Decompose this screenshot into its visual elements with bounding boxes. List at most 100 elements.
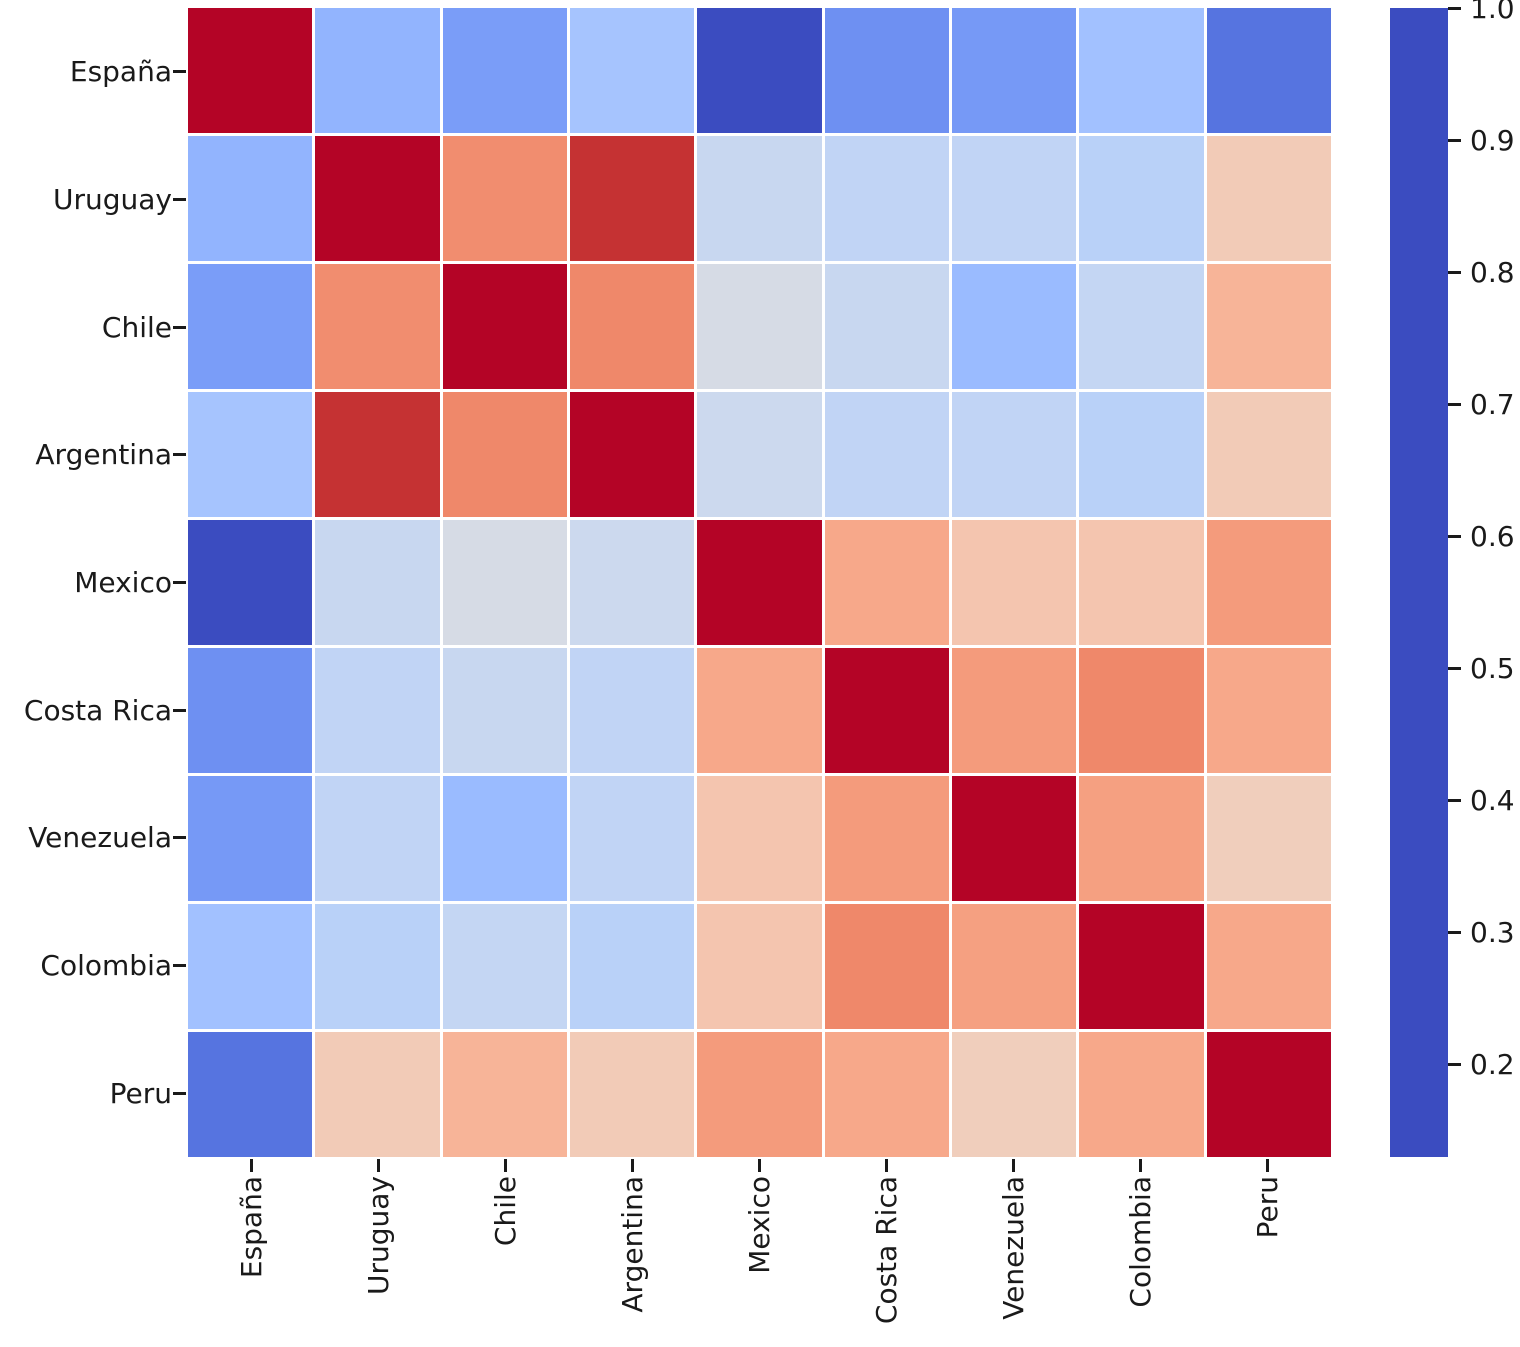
- heatmap-cell: [1079, 136, 1204, 261]
- colorbar-tick-label: 0.3: [1470, 915, 1515, 949]
- x-tick-label: Venezuela: [950, 1176, 1077, 1347]
- colorbar-tick-mark: [1448, 138, 1461, 142]
- y-tick-mark: [173, 581, 186, 584]
- y-tick-mark: [173, 325, 186, 329]
- heatmap-cell: [952, 776, 1077, 901]
- x-tick-label: Uruguay: [315, 1176, 442, 1347]
- colorbar: [1390, 8, 1448, 1157]
- x-tick-label-text: Mexico: [743, 1176, 776, 1274]
- colorbar-tick-mark: [1448, 666, 1461, 670]
- heatmap-cell: [824, 392, 949, 517]
- x-tick-mark: [250, 1159, 253, 1172]
- heatmap-cell: [952, 264, 1077, 389]
- heatmap-cell: [315, 392, 440, 517]
- heatmap-cell: [1079, 904, 1204, 1029]
- y-tick-label: Mexico: [74, 566, 172, 599]
- heatmap-cell: [1079, 648, 1204, 773]
- x-tick-label: Argentina: [569, 1176, 696, 1347]
- heatmap-cell: [315, 8, 440, 133]
- heatmap-cell: [952, 648, 1077, 773]
- heatmap-cell: [442, 8, 567, 133]
- colorbar-tick-label: 0.5: [1470, 651, 1515, 685]
- colorbar-tick-label: 1.0: [1470, 0, 1515, 25]
- heatmap-cell: [442, 392, 567, 517]
- heatmap-cell: [824, 648, 949, 773]
- heatmap-cell: [824, 136, 949, 261]
- y-tick-label: Venezuela: [28, 821, 172, 855]
- x-tick-label-text: Argentina: [616, 1176, 649, 1313]
- x-tick-label-text: Venezuela: [997, 1176, 1030, 1320]
- heatmap-cell: [1079, 1032, 1204, 1157]
- heatmap-cell: [1079, 264, 1204, 389]
- heatmap-cell: [697, 8, 822, 133]
- x-tick-mark: [1139, 1159, 1142, 1172]
- x-tick-label-text: Colombia: [1124, 1176, 1157, 1308]
- x-tick-mark: [504, 1159, 507, 1172]
- heatmap-cell: [570, 136, 695, 261]
- heatmap-cell: [1206, 648, 1331, 773]
- heatmap-cell: [570, 776, 695, 901]
- heatmap-cell: [1206, 1032, 1331, 1157]
- heatmap-cell: [188, 8, 313, 133]
- x-tick-mark: [885, 1159, 888, 1172]
- heatmap-cell: [315, 1032, 440, 1157]
- heatmap-cell: [1079, 776, 1204, 901]
- heatmap-cell: [315, 904, 440, 1029]
- x-tick-label-text: Peru: [1251, 1176, 1284, 1239]
- y-tick-label: Colombia: [40, 949, 172, 982]
- x-tick-mark: [1012, 1159, 1015, 1172]
- x-tick-mark: [758, 1159, 761, 1172]
- heatmap-cell: [1079, 520, 1204, 645]
- colorbar-tick-mark: [1448, 1063, 1461, 1067]
- y-tick-label: España: [69, 55, 172, 89]
- colorbar-tick-mark: [1448, 534, 1461, 538]
- heatmap-cell: [442, 1032, 567, 1157]
- y-tick-mark: [173, 1091, 186, 1095]
- heatmap-cell: [697, 392, 822, 517]
- x-tick-label: Chile: [442, 1176, 569, 1347]
- heatmap-cell: [697, 1032, 822, 1157]
- heatmap-cell: [952, 392, 1077, 517]
- heatmap-cell: [1206, 904, 1331, 1029]
- x-tick-label: Colombia: [1077, 1176, 1204, 1347]
- heatmap-cell: [697, 136, 822, 261]
- heatmap-cell: [952, 904, 1077, 1029]
- colorbar-tick-label: 0.8: [1470, 255, 1515, 289]
- colorbar-tick-label: 0.2: [1470, 1048, 1515, 1082]
- heatmap-cell: [442, 776, 567, 901]
- x-tick-mark: [377, 1159, 380, 1172]
- x-tick-mark: [1266, 1159, 1269, 1172]
- heatmap-cell: [188, 520, 313, 645]
- heatmap-cell: [1079, 392, 1204, 517]
- colorbar-tick-mark: [1448, 930, 1461, 934]
- heatmap-cell: [697, 264, 822, 389]
- colorbar-tick-label: 0.6: [1470, 519, 1515, 553]
- x-tick-label: Costa Rica: [823, 1176, 950, 1347]
- heatmap-cell: [952, 1032, 1077, 1157]
- heatmap-cell: [188, 264, 313, 389]
- heatmap-cell: [570, 520, 695, 645]
- heatmap-cell: [824, 904, 949, 1029]
- heatmap-cell: [442, 520, 567, 645]
- colorbar-tick-mark: [1448, 6, 1461, 10]
- colorbar-tick-label: 0.4: [1470, 783, 1515, 817]
- y-tick-label: Costa Rica: [23, 693, 172, 727]
- y-tick-mark: [173, 453, 186, 457]
- heatmap-cell: [188, 648, 313, 773]
- heatmap-cell: [570, 648, 695, 773]
- heatmap-cell: [442, 648, 567, 773]
- heatmap-cell: [1206, 520, 1331, 645]
- y-tick-label: Chile: [101, 310, 172, 344]
- heatmap-cell: [442, 136, 567, 261]
- heatmap-cell: [570, 904, 695, 1029]
- y-tick-label: Uruguay: [53, 183, 172, 216]
- heatmap-cell: [570, 1032, 695, 1157]
- heatmap-cell: [315, 264, 440, 389]
- heatmap-cell: [442, 904, 567, 1029]
- heatmap-cell: [188, 1032, 313, 1157]
- x-tick-label-text: España: [235, 1176, 268, 1279]
- heatmap-cell: [952, 8, 1077, 133]
- x-tick-label-text: Uruguay: [362, 1176, 395, 1295]
- heatmap-cell: [188, 776, 313, 901]
